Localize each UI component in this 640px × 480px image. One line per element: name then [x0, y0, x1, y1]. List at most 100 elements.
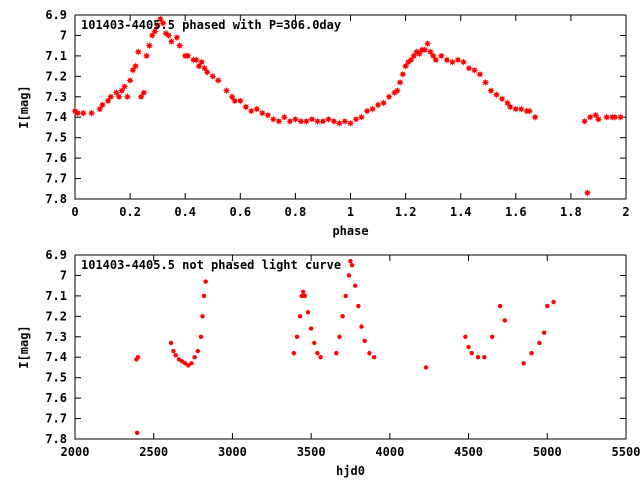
data-point — [426, 48, 434, 56]
data-point — [352, 115, 360, 123]
data-point — [87, 109, 96, 117]
data-point — [367, 350, 372, 356]
data-point — [525, 107, 534, 115]
x-tick-label: 1.2 — [395, 205, 417, 219]
x-tick-label: 4000 — [375, 445, 404, 459]
data-point — [517, 105, 525, 113]
y-tick-label: 7.3 — [45, 330, 67, 344]
data-point — [359, 324, 364, 329]
x-tick-label: 3000 — [218, 445, 247, 459]
data-point — [305, 310, 311, 315]
x-tick-label: 1.6 — [505, 205, 527, 219]
data-point — [348, 258, 353, 264]
data-point — [176, 42, 184, 50]
data-point — [545, 303, 550, 309]
data-point — [402, 62, 410, 70]
data-point — [294, 334, 300, 339]
x-tick-label: 0.2 — [119, 205, 141, 219]
data-point — [502, 318, 507, 323]
data-point — [603, 113, 611, 121]
data-point — [275, 117, 283, 125]
y-tick-label: 7.1 — [45, 289, 67, 303]
y-tick-label: 6.9 — [45, 8, 67, 22]
data-point — [301, 289, 306, 294]
data-point — [151, 27, 159, 35]
data-point — [349, 263, 355, 268]
y-tick-label: 7 — [60, 28, 67, 42]
data-point — [286, 117, 294, 125]
data-point — [140, 89, 148, 97]
data-point — [209, 72, 217, 80]
data-point — [475, 355, 481, 360]
data-point — [148, 31, 156, 40]
data-point — [308, 326, 314, 331]
data-point — [129, 66, 137, 74]
data-point — [120, 82, 129, 91]
y-tick-label: 6.9 — [45, 248, 67, 262]
data-point — [236, 97, 244, 105]
data-point — [242, 103, 250, 111]
data-point — [134, 430, 140, 436]
y-tick-label: 7.5 — [45, 131, 67, 145]
data-point — [371, 355, 377, 360]
data-point — [407, 56, 415, 64]
data-point — [228, 93, 236, 101]
data-point — [291, 115, 299, 123]
data-point — [341, 117, 349, 125]
data-point — [454, 56, 462, 64]
data-point — [385, 93, 393, 101]
y-tick-label: 7.8 — [45, 432, 67, 446]
data-point — [159, 19, 167, 27]
data-point — [123, 93, 131, 101]
data-point — [362, 338, 367, 344]
x-tick-label: 1 — [347, 205, 354, 219]
data-point — [379, 99, 388, 107]
data-point — [118, 87, 126, 95]
data-point — [489, 334, 495, 339]
data-point — [586, 113, 594, 121]
data-point — [201, 293, 207, 299]
y-tick-label: 7.1 — [45, 49, 67, 63]
data-point — [512, 105, 520, 113]
data-point — [313, 117, 322, 125]
x-tick-label: 2000 — [61, 445, 90, 459]
y-tick-label: 7.2 — [45, 69, 67, 83]
data-point — [195, 62, 203, 70]
data-point — [415, 50, 423, 58]
data-point — [115, 93, 123, 101]
data-point — [264, 111, 272, 119]
data-point — [173, 33, 181, 42]
data-point — [214, 76, 222, 85]
data-point — [330, 117, 338, 125]
plot-frame — [74, 254, 627, 440]
data-point — [592, 111, 600, 119]
x-tick-label: 2500 — [139, 445, 168, 459]
data-point — [299, 293, 304, 299]
data-point — [465, 64, 473, 72]
x-tick-label: 3500 — [297, 445, 326, 459]
data-point — [222, 87, 231, 95]
data-point — [312, 340, 317, 346]
data-point — [340, 314, 345, 319]
data-point — [132, 62, 140, 70]
data-point — [253, 105, 261, 113]
data-point — [247, 107, 255, 115]
x-tick-label: 0.6 — [229, 205, 251, 219]
data-point — [594, 115, 603, 123]
data-point — [396, 78, 404, 87]
data-point — [503, 99, 512, 107]
data-point — [192, 56, 200, 64]
y-tick-label: 7.2 — [45, 309, 67, 323]
data-point — [541, 330, 547, 335]
data-point — [315, 350, 320, 356]
data-point — [280, 113, 288, 121]
data-point — [498, 95, 506, 103]
data-point — [337, 334, 342, 339]
data-point — [189, 361, 194, 366]
data-point — [98, 101, 107, 109]
data-point — [318, 355, 323, 360]
data-point — [145, 42, 153, 50]
data-point — [487, 87, 495, 95]
data-point — [200, 314, 205, 319]
y-axis-title: I[mag] — [17, 325, 31, 368]
